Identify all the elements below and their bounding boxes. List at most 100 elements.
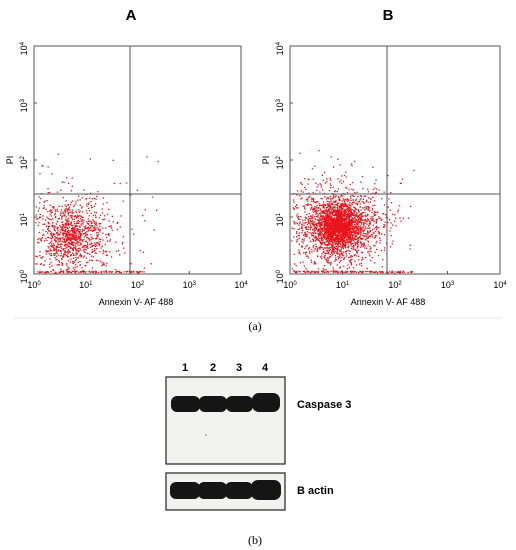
event-dot xyxy=(55,249,57,251)
event-dot xyxy=(314,208,316,210)
event-dot xyxy=(383,213,385,215)
event-dot xyxy=(318,209,320,212)
event-dot xyxy=(324,211,326,213)
event-dot xyxy=(334,243,336,246)
event-dot xyxy=(81,239,83,241)
event-dot xyxy=(312,178,314,180)
event-dot xyxy=(368,250,370,252)
event-dot xyxy=(70,224,72,226)
event-dot xyxy=(331,228,333,230)
event-dot xyxy=(48,250,50,252)
event-dot xyxy=(94,249,96,251)
event-dot xyxy=(90,238,92,241)
event-dot xyxy=(342,180,345,183)
event-dot xyxy=(88,229,90,231)
event-dot xyxy=(67,230,70,232)
event-dot xyxy=(320,209,322,211)
event-dot xyxy=(328,247,330,249)
event-dot xyxy=(344,223,347,225)
event-dot xyxy=(332,211,334,213)
event-dot xyxy=(102,239,104,241)
event-dot xyxy=(83,189,85,191)
event-dot xyxy=(314,215,316,218)
event-dot xyxy=(354,238,357,240)
event-dot xyxy=(304,219,306,221)
event-dot xyxy=(43,264,45,266)
event-dot xyxy=(326,223,328,225)
event-dot xyxy=(358,201,360,203)
event-dot xyxy=(52,207,55,209)
event-dot xyxy=(62,213,65,215)
event-dot xyxy=(87,247,89,250)
event-dot xyxy=(64,204,66,206)
event-dot xyxy=(116,250,118,252)
event-dot xyxy=(70,237,72,240)
event-dot xyxy=(47,166,49,168)
event-dot xyxy=(44,260,46,262)
event-dot xyxy=(328,251,330,253)
event-dot xyxy=(334,209,336,211)
event-dot xyxy=(80,249,82,251)
event-dot xyxy=(70,221,72,223)
event-dot xyxy=(314,271,317,274)
event-dot xyxy=(301,231,303,234)
event-dot xyxy=(345,176,347,178)
event-dot xyxy=(395,225,397,227)
event-dot xyxy=(342,244,345,247)
event-dot xyxy=(336,190,338,193)
event-dot xyxy=(374,235,376,237)
event-dot xyxy=(321,246,323,249)
event-dot xyxy=(356,229,358,232)
event-dot xyxy=(332,194,335,196)
event-dot xyxy=(65,209,67,211)
event-dot xyxy=(295,264,297,267)
event-dot xyxy=(341,208,343,210)
event-dot xyxy=(57,228,59,230)
event-dot xyxy=(346,206,349,208)
event-dot xyxy=(361,256,363,259)
event-dot xyxy=(62,225,64,227)
event-dot xyxy=(303,238,305,240)
event-dot xyxy=(326,260,328,262)
event-dot xyxy=(37,238,39,241)
event-dot xyxy=(354,220,356,222)
event-dot xyxy=(65,244,67,246)
event-dot xyxy=(336,236,338,238)
event-dot xyxy=(76,266,78,268)
event-dot xyxy=(80,254,82,256)
event-dot xyxy=(340,213,343,215)
event-dot xyxy=(395,217,397,219)
event-dot xyxy=(362,271,364,273)
event-dot xyxy=(79,225,81,227)
event-dot xyxy=(70,243,72,245)
event-dot xyxy=(292,207,294,209)
event-dot xyxy=(340,248,342,250)
event-dot xyxy=(79,218,82,220)
event-dot xyxy=(354,237,356,239)
event-dot xyxy=(407,271,409,274)
event-dot xyxy=(363,243,365,245)
event-dot xyxy=(322,189,324,191)
event-dot xyxy=(350,227,353,229)
event-dot xyxy=(62,229,64,232)
event-dot xyxy=(331,218,333,220)
event-dot xyxy=(81,216,83,218)
event-dot xyxy=(350,239,352,241)
event-dot xyxy=(305,228,308,230)
event-dot xyxy=(357,244,359,246)
event-dot xyxy=(334,231,336,233)
event-dot xyxy=(58,271,60,273)
event-dot xyxy=(352,229,354,231)
event-dot xyxy=(345,244,347,246)
event-dot xyxy=(328,250,331,252)
event-dot xyxy=(328,215,330,217)
event-dot xyxy=(328,212,331,214)
event-dot xyxy=(340,207,342,209)
event-dot xyxy=(339,210,341,212)
event-dot xyxy=(54,239,56,241)
event-dot xyxy=(63,241,65,243)
event-dot xyxy=(334,271,337,273)
event-dot xyxy=(318,223,320,225)
event-dot xyxy=(342,233,344,235)
event-dot xyxy=(327,258,329,260)
